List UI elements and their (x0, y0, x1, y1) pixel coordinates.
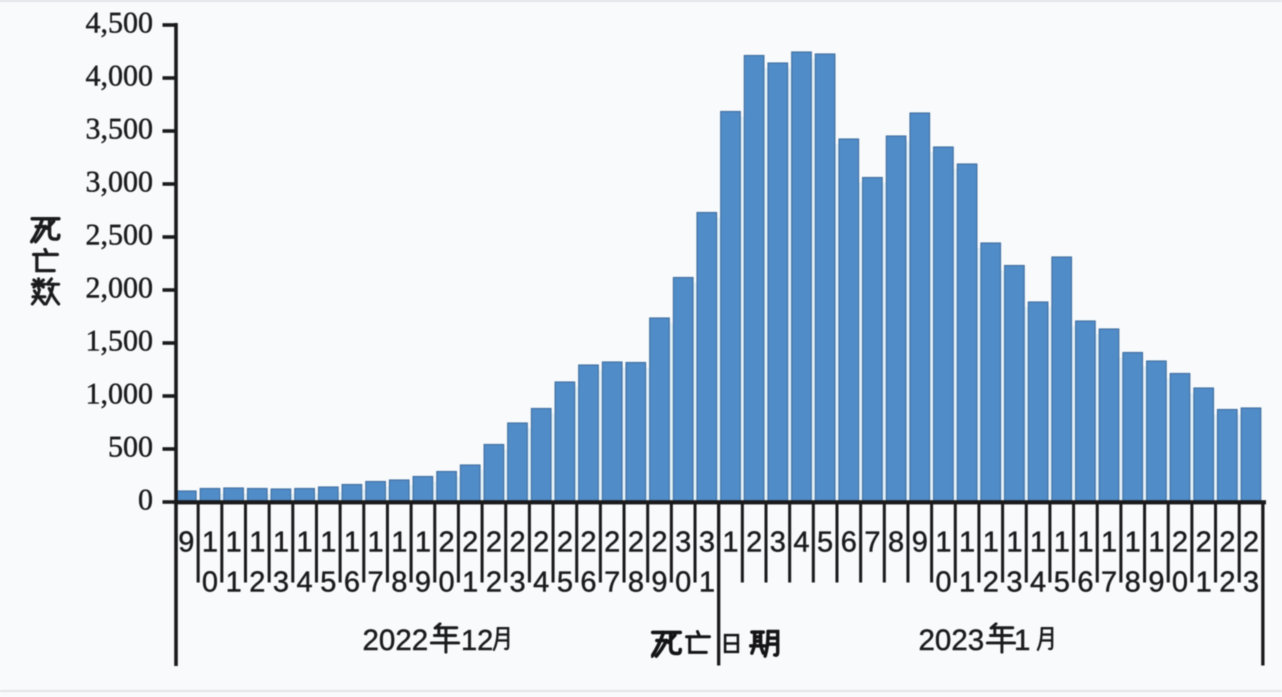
svg-text:1: 1 (1196, 567, 1212, 599)
svg-text:2: 2 (486, 527, 502, 559)
svg-text:1: 1 (462, 567, 478, 599)
svg-text:1: 1 (1054, 527, 1070, 559)
svg-text:8: 8 (888, 527, 904, 559)
svg-text:4: 4 (533, 567, 549, 599)
svg-text:2,000: 2,000 (86, 272, 154, 305)
svg-text:4,500: 4,500 (86, 7, 154, 40)
svg-text:0: 0 (675, 567, 691, 599)
svg-text:1,500: 1,500 (86, 325, 154, 358)
svg-text:6: 6 (344, 567, 360, 599)
svg-text:5: 5 (1054, 567, 1070, 599)
svg-text:4,000: 4,000 (86, 60, 154, 93)
svg-text:3: 3 (510, 567, 526, 599)
svg-text:6: 6 (580, 567, 596, 599)
svg-text:0: 0 (202, 567, 218, 599)
svg-text:1: 1 (1125, 527, 1141, 559)
svg-text:7: 7 (604, 567, 620, 599)
svg-text:2: 2 (462, 527, 478, 559)
svg-text:1: 1 (273, 527, 289, 559)
svg-text:1: 1 (959, 527, 975, 559)
svg-text:7: 7 (368, 567, 384, 599)
svg-text:2: 2 (1196, 527, 1212, 559)
svg-text:0: 0 (935, 567, 951, 599)
svg-text:2,500: 2,500 (86, 219, 154, 252)
svg-text:1: 1 (1148, 527, 1164, 559)
svg-text:1: 1 (297, 527, 313, 559)
svg-text:1: 1 (1030, 527, 1046, 559)
svg-text:1: 1 (1014, 624, 1030, 657)
svg-text:9: 9 (1148, 567, 1164, 599)
svg-text:0: 0 (439, 567, 455, 599)
svg-text:9: 9 (651, 567, 667, 599)
svg-text:2: 2 (1219, 567, 1235, 599)
svg-text:1: 1 (320, 527, 336, 559)
svg-text:6: 6 (841, 527, 857, 559)
svg-text:12: 12 (461, 625, 493, 657)
svg-text:2: 2 (983, 567, 999, 599)
svg-text:1: 1 (226, 567, 242, 599)
svg-text:2: 2 (1172, 527, 1188, 559)
svg-text:3: 3 (699, 527, 715, 559)
svg-text:2: 2 (249, 567, 265, 599)
svg-text:9: 9 (178, 527, 194, 559)
svg-text:1: 1 (983, 527, 999, 559)
svg-text:1: 1 (202, 527, 218, 559)
svg-text:1: 1 (959, 567, 975, 599)
svg-text:1,000: 1,000 (86, 378, 154, 411)
svg-text:2: 2 (746, 527, 762, 559)
svg-text:2: 2 (557, 527, 573, 559)
svg-text:3,000: 3,000 (86, 166, 154, 199)
svg-text:7: 7 (1101, 567, 1117, 599)
svg-text:8: 8 (628, 567, 644, 599)
svg-text:1: 1 (249, 527, 265, 559)
svg-text:2: 2 (510, 527, 526, 559)
svg-text:2023: 2023 (919, 624, 985, 657)
svg-text:8: 8 (1125, 567, 1141, 599)
svg-text:5: 5 (320, 567, 336, 599)
svg-text:4: 4 (1030, 567, 1046, 599)
svg-text:1: 1 (1077, 527, 1093, 559)
svg-text:1: 1 (1006, 527, 1022, 559)
svg-text:3: 3 (273, 567, 289, 599)
svg-text:0: 0 (138, 484, 153, 517)
svg-text:2: 2 (439, 527, 455, 559)
svg-text:1: 1 (935, 527, 951, 559)
svg-text:1: 1 (722, 527, 738, 559)
svg-text:2022: 2022 (363, 624, 429, 657)
svg-text:1: 1 (368, 527, 384, 559)
svg-text:2: 2 (628, 527, 644, 559)
svg-text:6: 6 (1077, 567, 1093, 599)
svg-text:5: 5 (817, 527, 833, 559)
svg-text:1: 1 (226, 527, 242, 559)
svg-text:3: 3 (675, 527, 691, 559)
svg-text:1: 1 (699, 567, 715, 599)
svg-text:3,500: 3,500 (86, 113, 154, 146)
svg-text:1: 1 (1101, 527, 1117, 559)
svg-text:9: 9 (912, 527, 928, 559)
svg-text:7: 7 (864, 527, 880, 559)
svg-text:3: 3 (1243, 567, 1259, 599)
svg-text:4: 4 (793, 527, 809, 559)
svg-text:0: 0 (1172, 567, 1188, 599)
svg-text:2: 2 (533, 527, 549, 559)
svg-text:3: 3 (770, 527, 786, 559)
svg-text:2: 2 (604, 527, 620, 559)
svg-text:2: 2 (580, 527, 596, 559)
svg-text:3: 3 (1006, 567, 1022, 599)
svg-text:2: 2 (1219, 527, 1235, 559)
svg-text:1: 1 (415, 527, 431, 559)
svg-text:1: 1 (344, 527, 360, 559)
svg-text:9: 9 (415, 567, 431, 599)
svg-text:4: 4 (297, 567, 313, 599)
svg-text:5: 5 (557, 567, 573, 599)
svg-text:2: 2 (1243, 527, 1259, 559)
svg-text:2: 2 (486, 567, 502, 599)
svg-text:1: 1 (391, 527, 407, 559)
svg-text:8: 8 (391, 567, 407, 599)
svg-text:500: 500 (108, 431, 153, 464)
svg-text:2: 2 (651, 527, 667, 559)
